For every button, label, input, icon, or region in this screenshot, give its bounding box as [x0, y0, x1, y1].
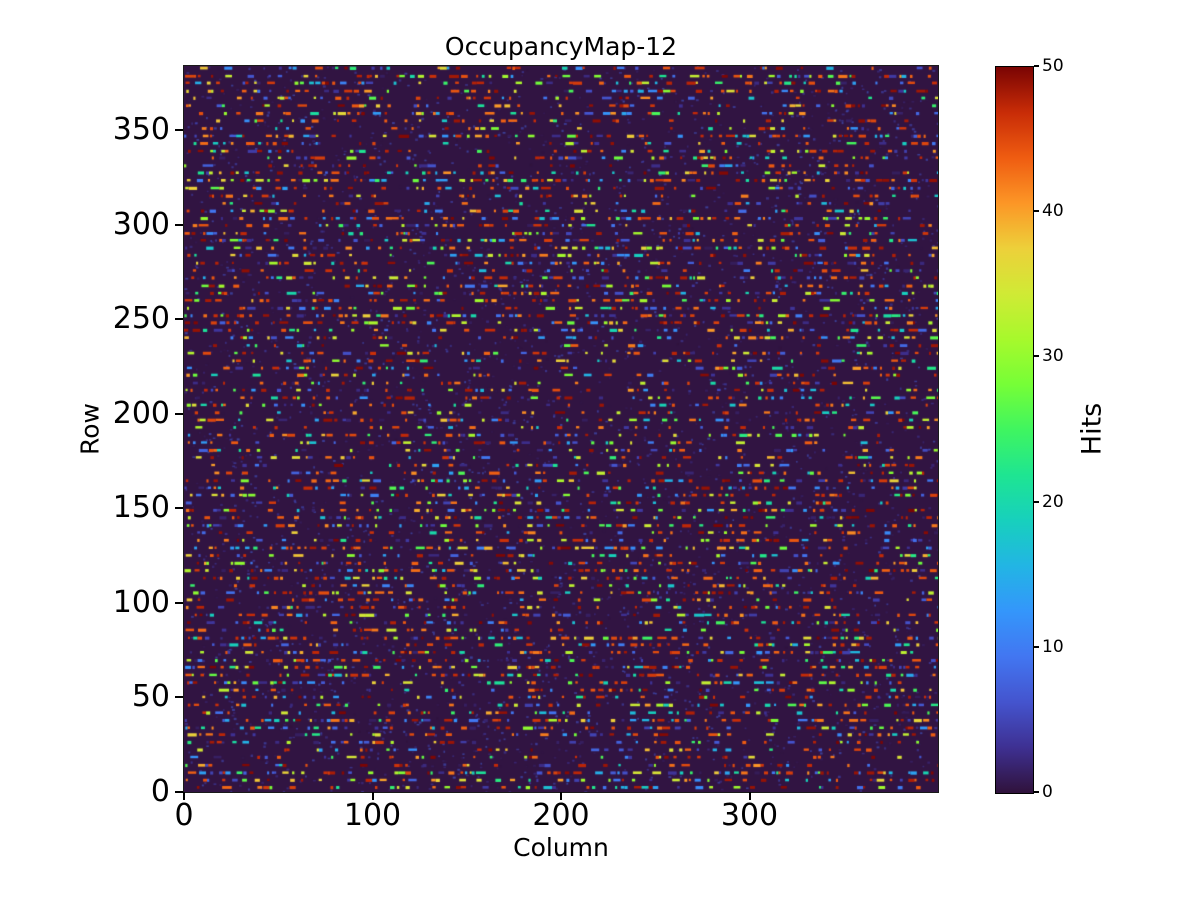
plot-title: OccupancyMap-12 — [444, 32, 678, 61]
colorbar-tick-mark — [1034, 210, 1039, 213]
y-tick-mark — [175, 601, 183, 604]
x-tick-label: 0 — [174, 798, 194, 833]
y-tick-label: 350 — [112, 112, 170, 148]
y-tick-mark — [175, 318, 183, 321]
colorbar-tick-mark — [1034, 355, 1039, 358]
y-tick-label: 100 — [112, 584, 170, 620]
y-tick-mark — [175, 507, 183, 510]
colorbar — [995, 66, 1034, 794]
y-tick-label: 150 — [112, 490, 170, 526]
x-tick-mark — [748, 792, 751, 800]
y-tick-label: 0 — [150, 774, 170, 809]
colorbar-tick-mark — [1034, 791, 1039, 793]
x-tick-mark — [183, 792, 185, 800]
y-tick-mark — [175, 696, 183, 699]
x-tick-label: 100 — [343, 798, 402, 833]
colorbar-tick-label: 50 — [1042, 56, 1064, 76]
y-tick-label: 300 — [112, 206, 170, 242]
colorbar-tick-label: 10 — [1042, 636, 1064, 657]
colorbar-tick-mark — [1034, 645, 1039, 648]
colorbar-tick-label: 30 — [1042, 346, 1064, 367]
colorbar-tick-label: 0 — [1042, 782, 1053, 802]
x-tick-label: 200 — [532, 798, 590, 833]
y-tick-mark — [175, 791, 183, 793]
y-tick-mark — [175, 412, 183, 415]
colorbar-tick-mark — [1034, 500, 1039, 503]
x-axis-label: Column — [513, 833, 609, 862]
heatmap-canvas — [184, 66, 938, 792]
x-tick-label: 300 — [720, 798, 779, 833]
y-tick-mark — [175, 223, 183, 226]
y-tick-label: 200 — [112, 395, 170, 431]
y-tick-label: 50 — [131, 679, 170, 715]
colorbar-tick-mark — [1034, 65, 1039, 67]
y-tick-label: 250 — [112, 301, 170, 337]
x-tick-mark — [560, 792, 562, 800]
y-tick-mark — [175, 129, 183, 132]
colorbar-tick-label: 40 — [1042, 201, 1064, 222]
colorbar-tick-label: 20 — [1042, 491, 1064, 512]
x-tick-mark — [371, 792, 374, 800]
